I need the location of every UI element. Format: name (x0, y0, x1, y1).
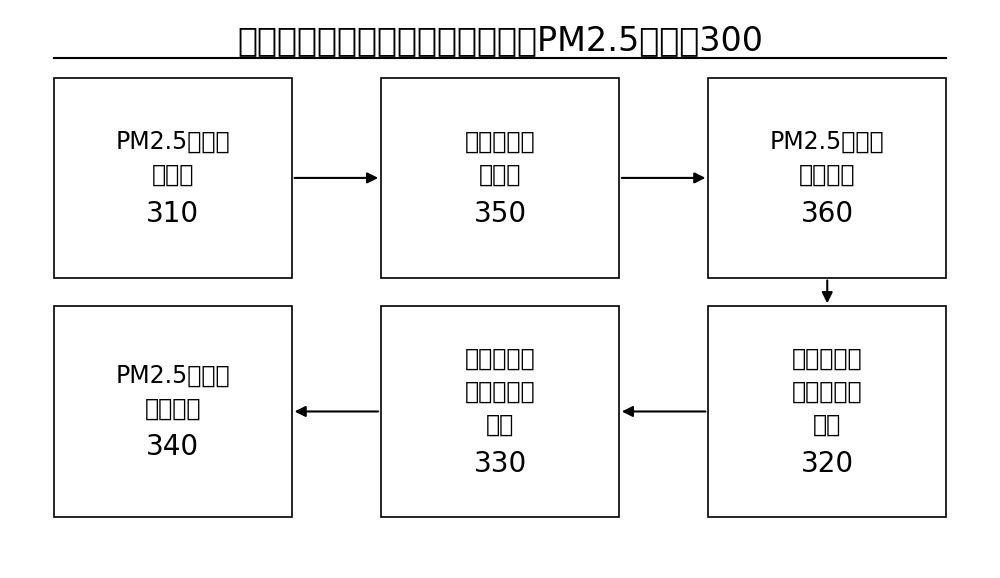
Text: 340: 340 (146, 434, 199, 461)
Bar (54, 306, 292, 517)
Text: 360: 360 (801, 200, 854, 228)
Text: 辅助数据匹: 辅助数据匹 (465, 130, 535, 154)
Text: 320: 320 (801, 450, 854, 478)
Text: PM2.5残差值: PM2.5残差值 (770, 130, 885, 154)
Text: 配单元: 配单元 (152, 163, 194, 187)
Text: PM2.5数据匹: PM2.5数据匹 (115, 130, 230, 154)
Bar (381, 306, 619, 517)
Text: 时空变异函: 时空变异函 (465, 347, 535, 371)
Text: 配单元: 配单元 (479, 163, 521, 187)
Text: 时空变异函: 时空变异函 (792, 347, 863, 371)
Bar (708, 306, 946, 517)
Text: 估算单元: 估算单元 (144, 397, 201, 421)
Text: 330: 330 (473, 450, 527, 478)
Text: 基于时空回归克里金模型估算地面PM2.5的系统300: 基于时空回归克里金模型估算地面PM2.5的系统300 (237, 24, 763, 57)
Bar (381, 78, 619, 277)
Text: 单元: 单元 (486, 413, 514, 437)
Text: PM2.5浓度值: PM2.5浓度值 (115, 364, 230, 388)
Bar (708, 78, 946, 277)
Text: 单元: 单元 (813, 413, 841, 437)
Text: 数模型拟合: 数模型拟合 (465, 380, 535, 404)
Text: 数模型确定: 数模型确定 (792, 380, 863, 404)
Bar (54, 78, 292, 277)
Text: 310: 310 (146, 200, 199, 228)
Text: 350: 350 (473, 200, 527, 228)
Text: 获取单元: 获取单元 (799, 163, 856, 187)
